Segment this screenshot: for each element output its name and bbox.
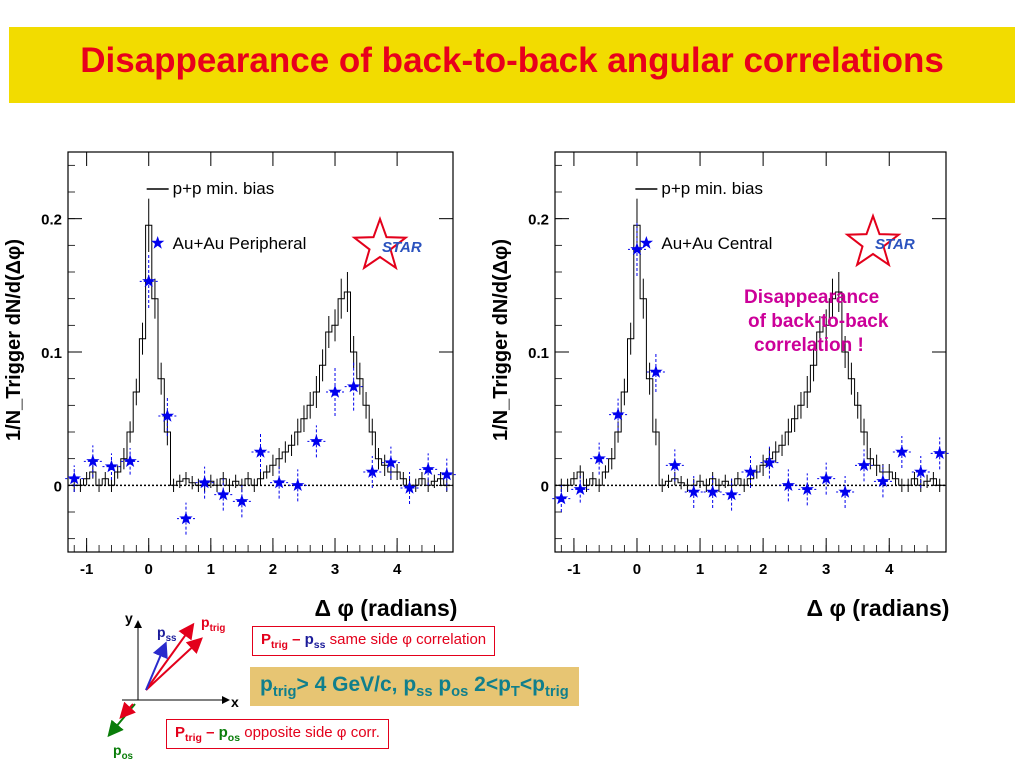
x-tick-label: 1 [696, 561, 704, 578]
y-tick-label: 0.2 [41, 212, 62, 229]
star-marker [86, 454, 100, 467]
y-tick-label: 0 [541, 478, 549, 495]
legend-star-marker [151, 236, 165, 249]
star-logo-text: STAR [875, 236, 915, 253]
annotation-disappearance: Disappearance of back-to-back correlatio… [744, 286, 888, 358]
same-side-box: Ptrig – pss same side φ correlation [252, 626, 496, 656]
star-marker [216, 487, 230, 501]
star-marker [160, 409, 174, 422]
star-marker [706, 485, 720, 498]
star-logo-outline [351, 216, 409, 271]
x-tick-label: 3 [822, 561, 830, 578]
title-banner: Disappearance of back-to-back angular co… [9, 27, 1015, 103]
star-marker [914, 465, 928, 478]
star-marker [272, 475, 286, 489]
star-marker [838, 485, 852, 498]
chart-panel-2: 0 0.1 0.2 -1 0 1 2 3 4 p+p min. bias Au+Au Central… [490, 151, 950, 621]
annotation-line-3: correlation ! [754, 335, 864, 356]
x-tick-label: 4 [393, 561, 402, 578]
star-marker [857, 458, 871, 471]
star-marker [592, 451, 606, 465]
y-tick-label: 0 [54, 478, 62, 495]
star-marker [781, 478, 795, 491]
y-tick-label: 0.2 [528, 212, 549, 229]
x-tick-label: -1 [80, 561, 93, 578]
star-marker [687, 485, 701, 498]
plot-frame [67, 151, 454, 553]
star-marker [328, 385, 342, 398]
star-experiment-logo: STAR [351, 216, 422, 271]
star-marker [573, 482, 587, 495]
star-marker [347, 379, 361, 393]
y-axis-label: 1/N_Trigger dN/d(Δφ) [3, 239, 25, 441]
star-marker [895, 445, 909, 458]
star-marker [724, 487, 739, 501]
star-marker [104, 459, 119, 473]
opposite-side-box: Ptrig – pos opposite side φ corr. [166, 719, 389, 749]
star-marker [554, 491, 568, 505]
star-marker [800, 482, 814, 495]
x-tick-label: 0 [633, 561, 641, 578]
star-marker [235, 494, 249, 507]
star-marker [123, 454, 137, 467]
x-tick-label: 2 [269, 561, 277, 578]
star-marker [630, 242, 644, 255]
star-marker [291, 478, 305, 491]
star-marker [402, 481, 417, 494]
p-os-label: pos [113, 742, 133, 762]
p-ss-label: pss [157, 624, 177, 644]
star-marker [365, 465, 379, 478]
p-trig-label: ptrig [201, 614, 226, 634]
star-marker [309, 434, 323, 447]
chart-panel-1: 0 0.1 0.2 -1 0 1 2 3 4 p+p min. bias Au+Au Periphe… [3, 151, 458, 621]
x-axis-label: Δ φ (radians) [807, 595, 950, 621]
x-tick-label: 2 [759, 561, 767, 578]
star-marker [743, 465, 758, 478]
star-marker [762, 455, 777, 469]
star-marker [819, 471, 833, 485]
legend-entry-pp: p+p min. bias [661, 179, 763, 198]
star-experiment-logo: STAR [844, 213, 915, 268]
annotation-line-2: of back-to-back [748, 311, 889, 332]
legend-star-marker [639, 236, 653, 249]
y-axis-label: y [125, 610, 133, 626]
star-logo-outline [844, 213, 902, 268]
star-marker [253, 445, 268, 458]
star-marker [876, 474, 890, 487]
star-marker [384, 455, 398, 469]
x-axis-label: Δ φ (radians) [315, 595, 458, 621]
y-tick-label: 0.1 [528, 345, 549, 362]
annotation-line-1: Disappearance [744, 287, 880, 308]
legend-entry-pp: p+p min. bias [173, 179, 275, 198]
star-marker [67, 471, 81, 485]
y-tick-label: 0.1 [41, 345, 62, 362]
page-title: Disappearance of back-to-back angular co… [80, 41, 944, 80]
star-marker [668, 458, 682, 471]
star-marker [421, 462, 435, 475]
star-marker [649, 365, 663, 378]
star-marker [179, 511, 193, 525]
star-marker [142, 274, 156, 287]
star-logo-text: STAR [382, 239, 422, 256]
x-tick-label: 3 [331, 561, 339, 578]
x-tick-label: -1 [567, 561, 580, 578]
legend-entry-auau: Au+Au Central [661, 234, 772, 253]
x-tick-label: 0 [145, 561, 153, 578]
x-axis-label: x [231, 694, 239, 710]
legend-entry-auau: Au+Au Peripheral [173, 234, 307, 253]
star-marker [611, 407, 625, 421]
star-marker [440, 467, 454, 481]
x-tick-label: 4 [885, 561, 894, 578]
star-marker [198, 475, 212, 489]
conditions-box: ptrig> 4 GeV/c, pss pos 2<pT<ptrig [250, 667, 579, 707]
x-tick-label: 1 [207, 561, 215, 578]
star-marker [933, 446, 947, 459]
y-axis-label: 1/N_Trigger dN/d(Δφ) [490, 239, 512, 441]
